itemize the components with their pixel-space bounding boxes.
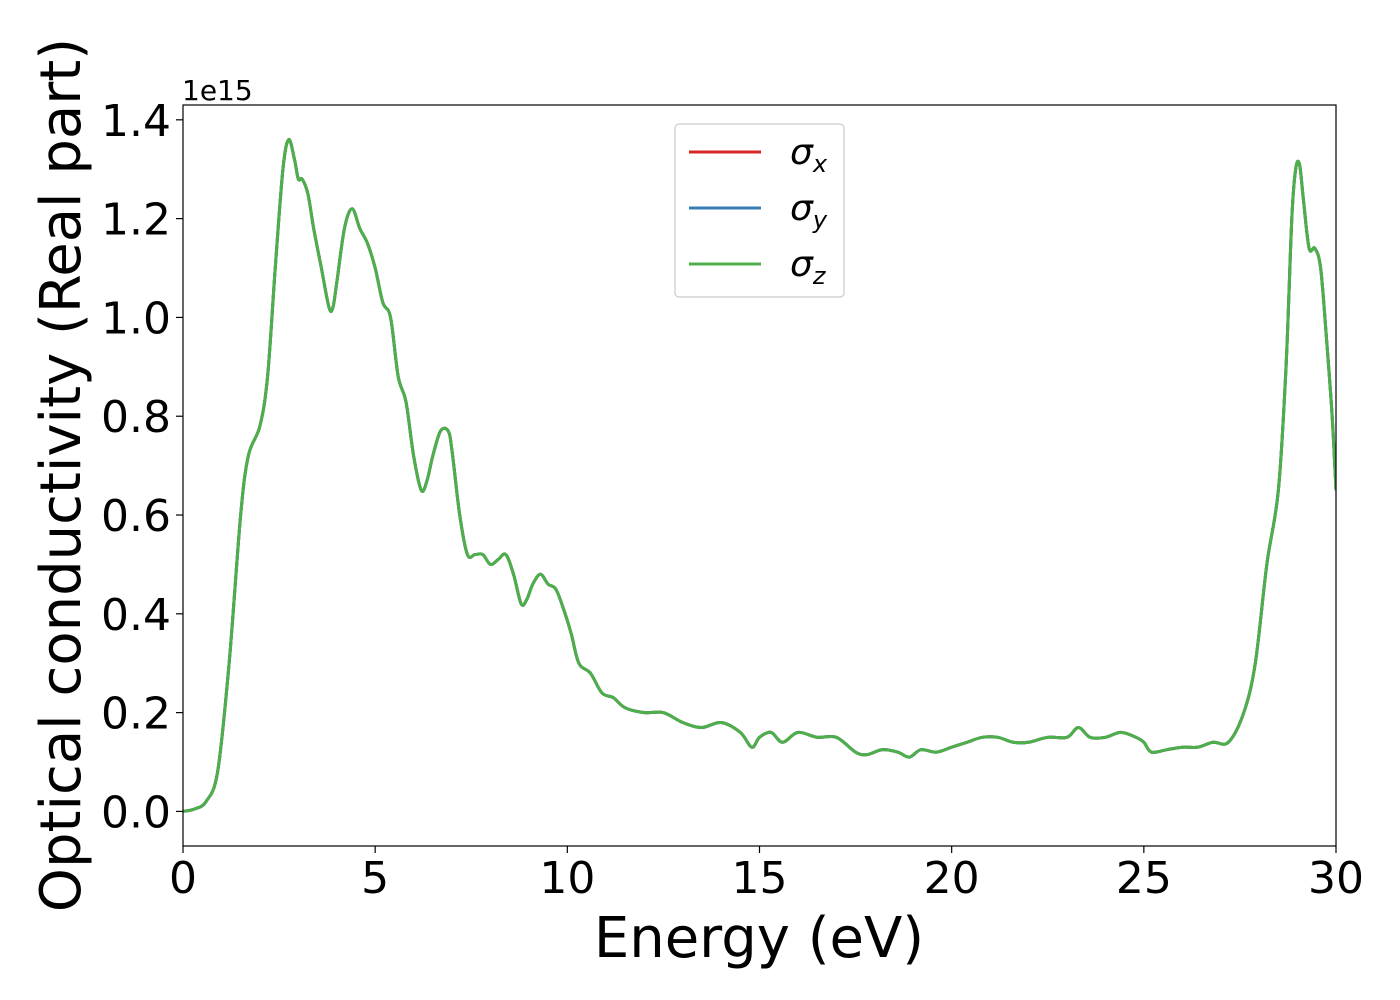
series-line-σz — [183, 138, 1336, 813]
y-tick-label: 1.4 — [101, 96, 171, 147]
y-tick-label: 1.2 — [101, 195, 171, 246]
legend-symbol: σ — [790, 188, 814, 229]
y-tick-label: 0.4 — [101, 590, 171, 641]
x-axis-title: Energy (eV) — [594, 906, 924, 971]
legend-label: σy — [790, 188, 828, 234]
legend-symbol: σ — [790, 244, 814, 285]
y-axis-ticks: 0.0 0.2 0.4 0.6 0.8 1.0 1.2 1.4 — [101, 96, 183, 838]
y-axis-title: Optical conductivity (Real part) — [29, 38, 94, 912]
legend-symbol: σ — [790, 132, 814, 173]
y-tick-label: 0.6 — [101, 491, 171, 542]
x-tick-label: 30 — [1308, 853, 1364, 904]
y-tick-label: 0.8 — [101, 392, 171, 443]
x-tick-label: 0 — [169, 853, 197, 904]
legend-label: σz — [790, 244, 827, 290]
legend-label: σx — [790, 132, 828, 178]
y-tick-label: 0.0 — [101, 787, 171, 838]
legend-box — [674, 123, 845, 298]
series-lines — [183, 138, 1336, 813]
legend-subscript: z — [812, 262, 827, 290]
x-tick-label: 5 — [361, 853, 389, 904]
y-tick-label: 1.0 — [101, 293, 171, 344]
legend-subscript: x — [812, 150, 828, 178]
x-tick-label: 20 — [924, 853, 980, 904]
y-offset-label: 1e15 — [182, 74, 253, 107]
x-axis-ticks: 0 5 10 15 20 25 30 — [169, 846, 1364, 904]
legend-subscript: y — [812, 206, 828, 234]
y-tick-label: 0.2 — [101, 689, 171, 740]
x-tick-label: 25 — [1116, 853, 1172, 904]
x-tick-label: 15 — [732, 853, 788, 904]
x-tick-label: 10 — [539, 853, 595, 904]
